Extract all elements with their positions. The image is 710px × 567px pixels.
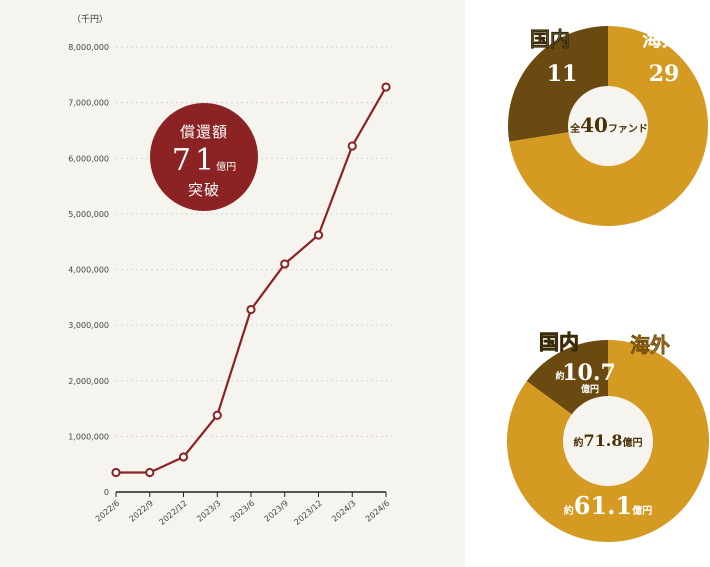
- line-chart: （千円） 0 1,000,000 2,000,000 3,000,000 4,000,0…: [68, 14, 392, 527]
- d1-center-suffix: ファンド: [608, 123, 648, 135]
- line-chart-panel: [0, 0, 465, 567]
- badge-unit: 億円: [216, 162, 237, 173]
- d2-domestic-prefix: 約: [555, 370, 564, 382]
- y-unit-label: （千円）: [72, 14, 108, 25]
- d1-center-number: 40: [580, 113, 608, 137]
- data-points: [111, 82, 391, 478]
- y-tick-label: 5,000,000: [68, 210, 109, 219]
- y-tick-label: 8,000,000: [68, 43, 109, 52]
- data-point: [145, 467, 155, 478]
- badge-line1: 償還額: [179, 123, 228, 141]
- y-tick-label: 6,000,000: [68, 154, 109, 163]
- redemption-badge: 償還額 71億円 突破: [150, 103, 258, 211]
- data-point: [280, 259, 290, 269]
- d2-overseas-value: 61.1: [574, 491, 632, 520]
- grid: [116, 46, 392, 493]
- d2-center-label: 約71.8億円: [574, 431, 643, 450]
- amount-hole: [563, 396, 653, 486]
- d1-domestic-label: 国内: [530, 27, 570, 51]
- y-tick-label: 3,000,000: [68, 321, 109, 330]
- data-point: [381, 82, 391, 92]
- y-tick-label: 2,000,000: [68, 377, 109, 386]
- y-tick-label: 0: [104, 488, 109, 497]
- data-point: [347, 141, 357, 151]
- d2-center-suffix: 億円: [622, 436, 642, 449]
- data-point: [246, 304, 256, 315]
- d2-center-prefix: 約: [574, 436, 584, 449]
- data-point: [313, 230, 324, 240]
- d1-domestic-value: 11: [547, 61, 578, 87]
- d2-domestic-label: 国内: [539, 330, 579, 354]
- d2-overseas-unit: 億円: [632, 504, 652, 517]
- d2-overseas-amount: 約61.1億円: [564, 491, 652, 520]
- d1-center-label: 全40ファンド: [569, 113, 648, 137]
- fund-count-hole: [568, 86, 648, 166]
- data-point: [178, 452, 189, 462]
- d2-overseas-prefix: 約: [564, 504, 574, 517]
- data-point: [212, 410, 222, 420]
- badge-number-row: 71億円: [150, 143, 258, 178]
- d2-overseas-label: 海外: [630, 333, 670, 357]
- y-ticks: 0 1,000,000 2,000,000 3,000,000 4,000,000 5,0…: [68, 43, 109, 497]
- data-point: [111, 467, 121, 478]
- d2-domestic-value: 10.7: [562, 360, 616, 386]
- y-tick-label: 1,000,000: [68, 432, 109, 441]
- badge-number: 71: [171, 143, 219, 178]
- d1-center-prefix: 全: [569, 122, 581, 135]
- d1-overseas-value: 29: [649, 61, 680, 87]
- d1-overseas-label: 海外: [642, 27, 682, 51]
- badge-line3: 突破: [187, 181, 220, 199]
- y-tick-label: 4,000,000: [68, 266, 109, 275]
- y-tick-label: 7,000,000: [68, 99, 109, 108]
- d2-center-number: 71.8: [584, 431, 623, 450]
- d2-domestic-unit: 億円: [581, 383, 599, 395]
